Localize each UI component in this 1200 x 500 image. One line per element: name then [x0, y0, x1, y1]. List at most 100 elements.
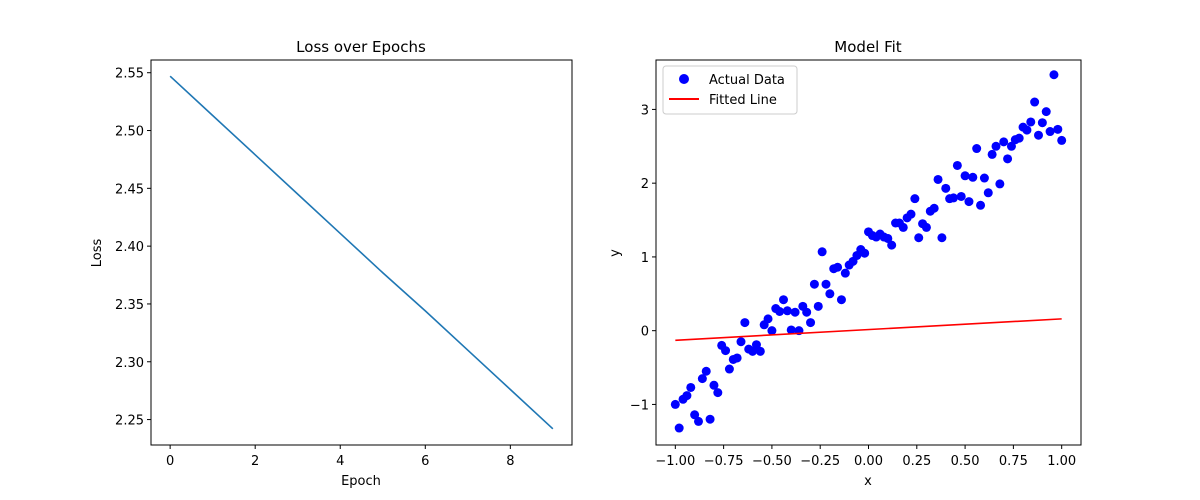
data-point: [1034, 130, 1043, 140]
data-point: [802, 307, 812, 317]
data-point: [1006, 141, 1016, 151]
data-point: [929, 203, 939, 213]
y-tick-label: 0: [641, 325, 649, 340]
x-tick-label: 6: [421, 454, 429, 469]
data-point: [1026, 117, 1036, 127]
data-point: [813, 301, 823, 311]
data-point: [999, 137, 1009, 147]
data-point: [806, 318, 816, 328]
data-point: [956, 191, 966, 201]
data-point: [960, 171, 970, 181]
y-tick-label: 2: [641, 177, 649, 192]
data-point: [860, 248, 870, 258]
y-axis: −1 0 1 2 3: [630, 103, 656, 413]
legend-frame: [662, 65, 798, 115]
data-point: [763, 314, 773, 324]
data-point: [748, 346, 758, 356]
data-point: [670, 399, 680, 409]
data-point: [921, 222, 931, 232]
data-point: [690, 410, 700, 420]
y-axis-label: Loss: [90, 239, 105, 268]
legend-label-actual-data: Actual Data: [709, 73, 785, 88]
data-point: [987, 149, 997, 159]
chart-title: Loss over Epochs: [296, 38, 426, 56]
data-point: [836, 295, 846, 305]
x-tick-label: −1.00: [655, 454, 695, 469]
data-point: [767, 326, 777, 336]
x-tick-label: −0.50: [752, 454, 792, 469]
data-point: [779, 295, 788, 305]
data-point: [786, 325, 796, 335]
y-tick-label: 1: [641, 251, 649, 266]
x-tick-label: 4: [336, 454, 344, 469]
data-point: [709, 380, 719, 390]
chart-title: Model Fit: [834, 38, 902, 56]
data-point: [825, 289, 835, 299]
data-point: [817, 247, 827, 257]
data-point: [682, 391, 692, 401]
data-point: [697, 374, 707, 384]
data-point: [933, 174, 943, 184]
data-point: [995, 179, 1005, 189]
data-point: [972, 144, 982, 154]
data-point: [724, 364, 734, 374]
data-point: [833, 262, 843, 272]
data-point: [821, 279, 831, 289]
x-tick-label: −0.75: [704, 454, 744, 469]
x-tick-label: 0.75: [999, 454, 1028, 469]
data-point: [1014, 133, 1024, 143]
data-point: [883, 233, 893, 243]
data-point: [775, 307, 785, 316]
x-tick-label: 0: [166, 454, 174, 469]
data-point: [1030, 97, 1040, 107]
data-point: [968, 172, 978, 182]
data-point: [1045, 127, 1055, 137]
data-point: [736, 337, 746, 347]
x-axis-label: x: [864, 474, 872, 489]
y-tick-label: 2.25: [115, 414, 144, 429]
data-point: [674, 423, 684, 433]
data-point: [887, 240, 897, 250]
data-point: [910, 194, 920, 204]
data-point: [751, 340, 761, 350]
x-axis: 0 2 4 6 8: [166, 445, 514, 469]
data-point: [740, 318, 750, 328]
data-point: [686, 382, 696, 392]
x-tick-label: −0.25: [800, 454, 840, 469]
data-point: [790, 307, 800, 317]
data-point: [732, 353, 742, 363]
data-point: [694, 416, 703, 426]
data-point: [701, 366, 711, 376]
data-point: [983, 188, 993, 198]
y-tick-label: 2.35: [115, 298, 144, 313]
x-tick-label: 0.25: [902, 454, 931, 469]
data-point: [952, 160, 962, 170]
x-axis-label: Epoch: [341, 474, 381, 489]
data-point: [906, 209, 916, 219]
data-point: [1053, 124, 1063, 134]
data-point: [809, 279, 819, 289]
x-tick-label: 2: [251, 454, 259, 469]
data-point: [991, 141, 1001, 151]
model-fit-chart: Model Fit −1.00 −0.75 −0.50 −0.25 0.00 0.25 0.…: [608, 38, 1082, 489]
x-tick-label: 8: [506, 454, 514, 469]
data-point: [979, 173, 989, 183]
x-tick-label: 0.00: [854, 454, 883, 469]
data-point: [1057, 135, 1067, 145]
data-point: [705, 414, 715, 424]
legend-marker-actual-data: [679, 74, 689, 84]
y-tick-label: 3: [641, 103, 649, 118]
data-point: [721, 346, 731, 356]
data-point: [941, 183, 951, 193]
y-axis: 2.25 2.30 2.35 2.40 2.45 2.50 2.55: [115, 67, 151, 429]
data-point: [755, 346, 765, 356]
fitted-line: [675, 318, 1062, 342]
data-point: [713, 388, 723, 398]
data-point: [1041, 107, 1051, 117]
data-point: [840, 268, 850, 278]
y-tick-label: 2.40: [115, 240, 144, 255]
data-point: [1037, 118, 1047, 128]
